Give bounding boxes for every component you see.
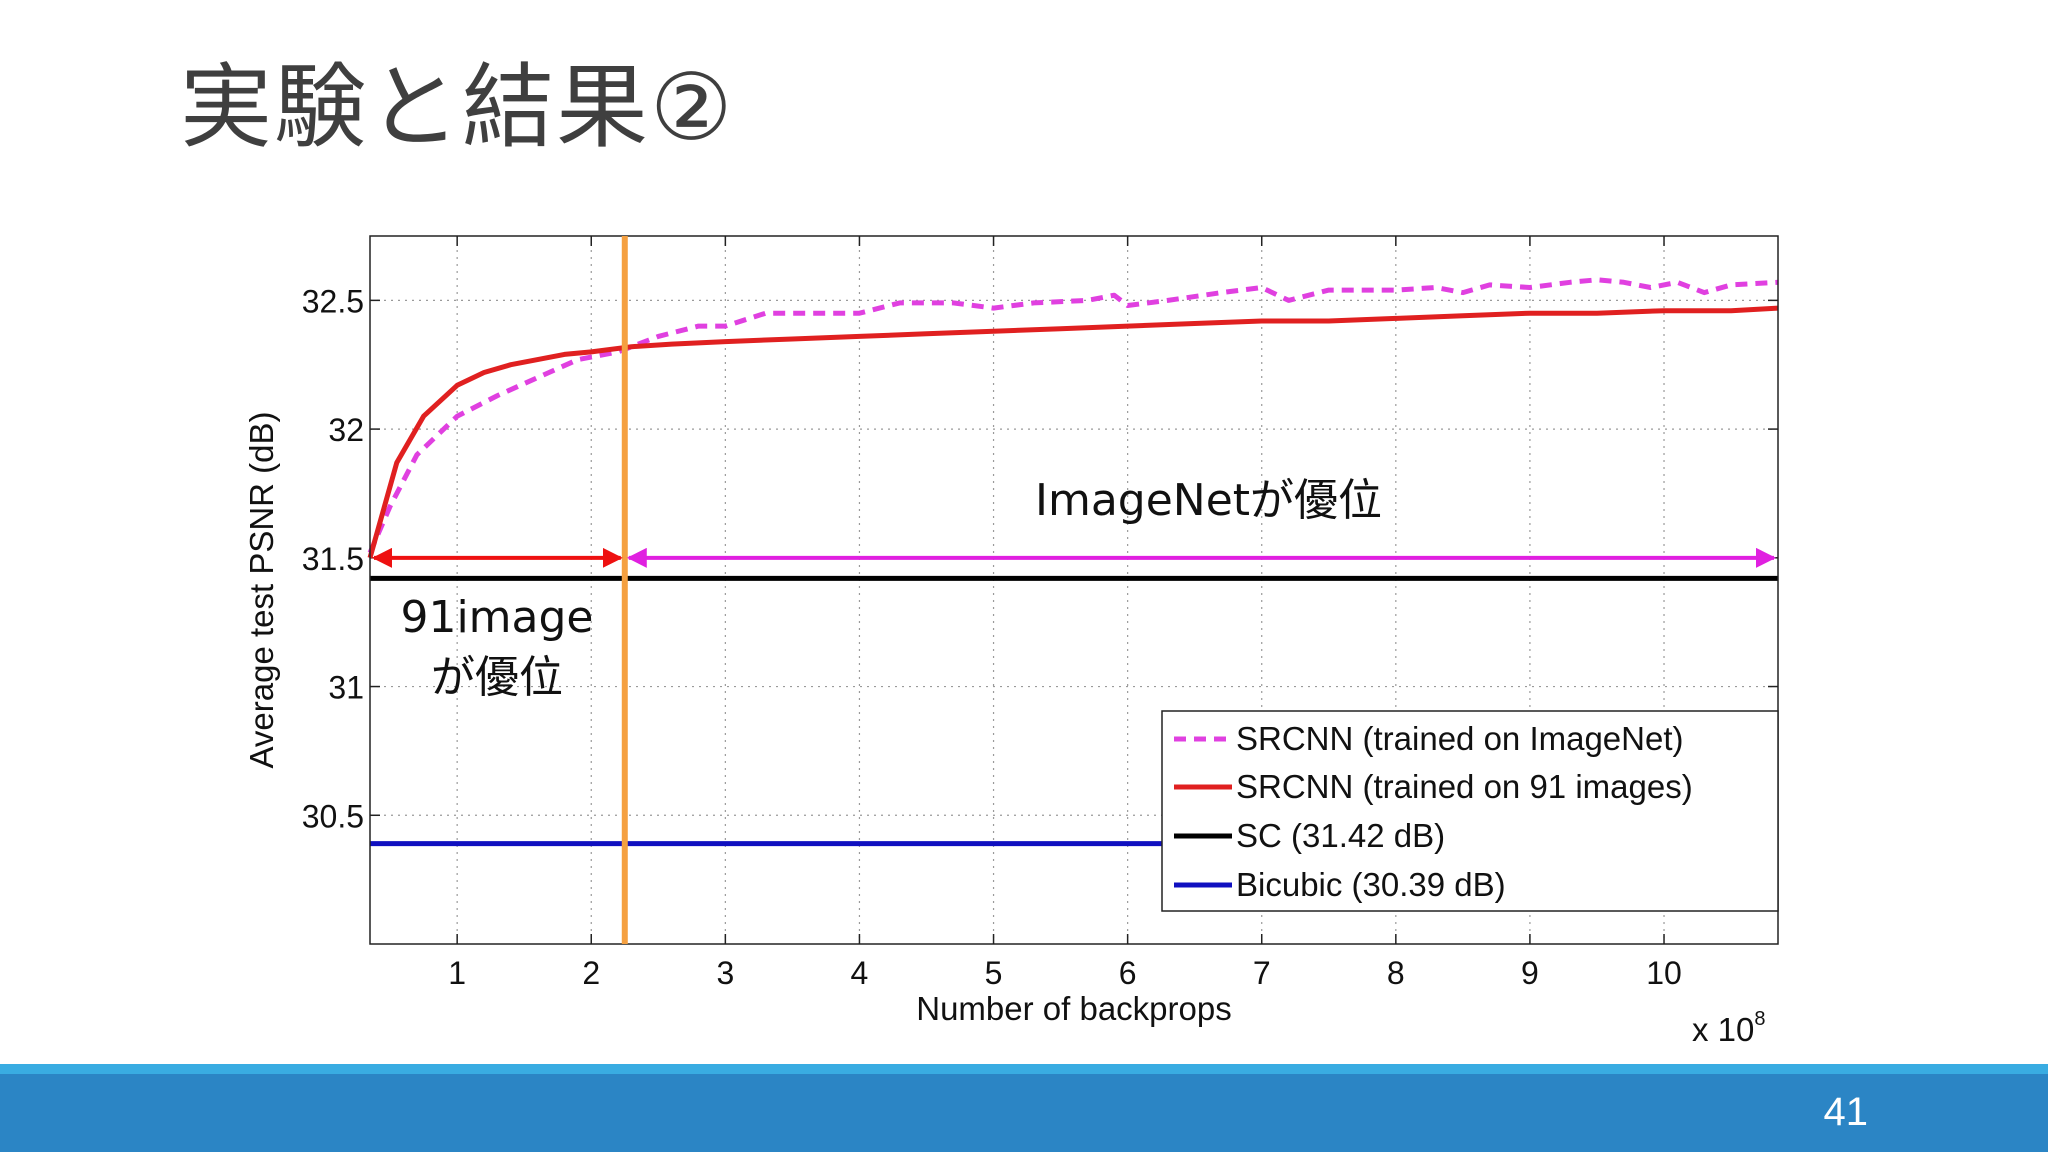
91image-advantage-note-line2: が優位 (431, 652, 563, 703)
x-tick-label: 3 (716, 955, 734, 991)
legend-label-91images: SRCNN (trained on 91 images) (1236, 768, 1693, 805)
psnr-chart: 1 2 3 4 5 6 7 8 9 10 30.5 31 31.5 32 32.5 Number of ba… (243, 235, 1779, 1048)
x-multiplier: x 108 (1692, 1008, 1766, 1048)
imagenet-series-line (367, 277, 1779, 554)
y-tick-label: 31 (328, 670, 364, 706)
axis-ticks: 1 2 3 4 5 6 7 8 9 10 30.5 31 31.5 32 32.5 (302, 236, 1778, 991)
y-tick-label: 30.5 (302, 798, 364, 834)
legend-label-imagenet: SRCNN (trained on ImageNet) (1236, 720, 1684, 757)
legend-box (1161, 710, 1779, 912)
x-tick-label: 4 (851, 955, 869, 991)
x-tick-label: 6 (1119, 955, 1137, 991)
y-tick-label: 32.5 (302, 283, 364, 319)
x-tick-label: 1 (448, 955, 466, 991)
x-tick-label: 8 (1387, 955, 1405, 991)
legend-label-bicubic: Bicubic (30.39 dB) (1236, 866, 1506, 903)
imagenet-advantage-note: ImageNetが優位 (1035, 475, 1382, 526)
legend-label-sc: SC (31.42 dB) (1236, 817, 1445, 854)
91image-advantage-note-line1: 91image (400, 592, 593, 643)
plot-frame (369, 235, 1779, 945)
y-axis-label: Average test PSNR (dB) (243, 411, 280, 768)
x-tick-label: 9 (1521, 955, 1539, 991)
x-tick-label: 2 (582, 955, 600, 991)
x-tick-label: 7 (1253, 955, 1271, 991)
91images-series-line (367, 305, 1779, 559)
x-axis-label: Number of backprops (916, 990, 1231, 1027)
x-tick-label: 10 (1646, 955, 1682, 991)
legend: SRCNN (trained on ImageNet) SRCNN (train… (1161, 710, 1779, 912)
x-multiplier-base: x 10 (1692, 1011, 1754, 1048)
page-number: 41 (1823, 1090, 1869, 1134)
slide-title: 実験と結果② (180, 54, 735, 161)
footer-bar (0, 1074, 2048, 1152)
footer-accent-line (0, 1064, 2048, 1074)
x-multiplier-exponent: 8 (1754, 1008, 1765, 1030)
y-tick-label: 31.5 (302, 541, 364, 577)
y-tick-label: 32 (328, 412, 364, 448)
x-tick-label: 5 (985, 955, 1003, 991)
